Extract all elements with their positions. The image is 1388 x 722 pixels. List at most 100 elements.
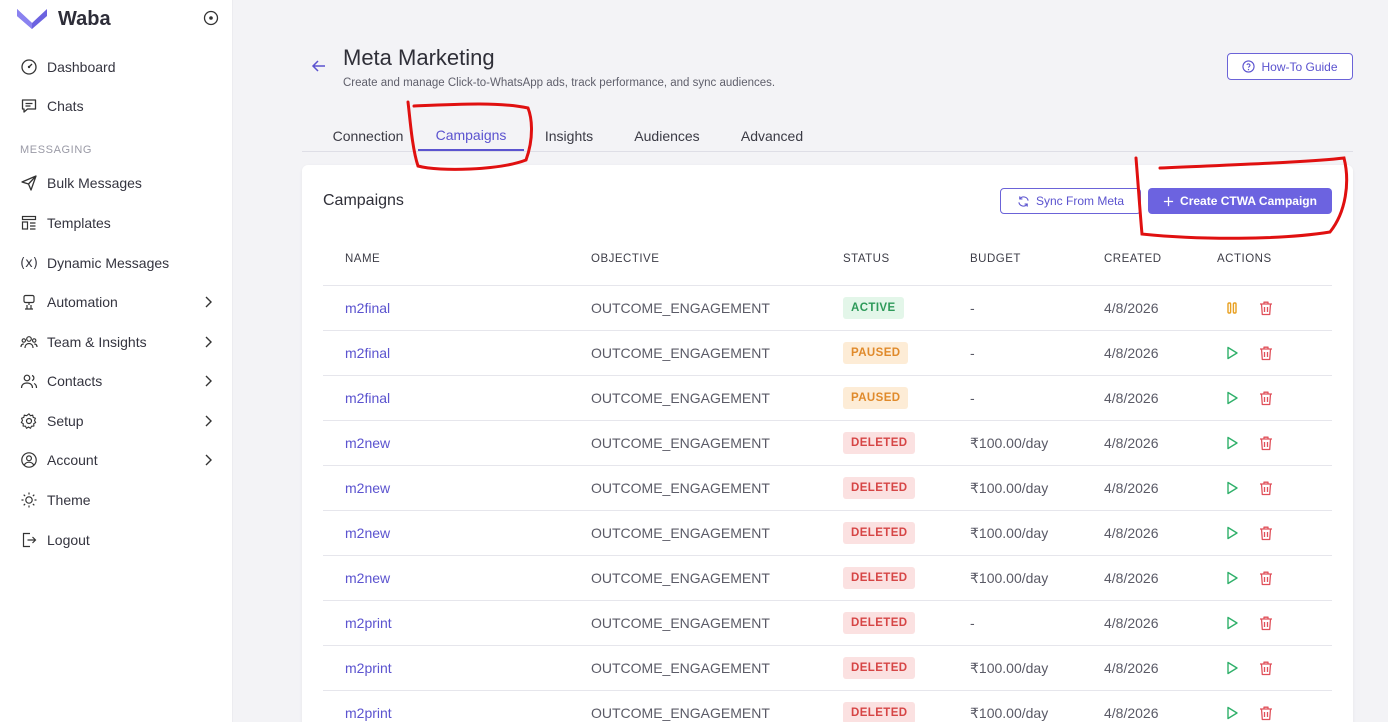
sidebar-item-label: Automation	[47, 294, 118, 310]
sidebar-item-automation[interactable]: Automation	[20, 290, 215, 314]
tab-campaigns[interactable]: Campaigns	[418, 121, 524, 151]
trash-icon[interactable]	[1257, 659, 1275, 677]
page-title: Meta Marketing	[343, 45, 495, 70]
play-icon[interactable]	[1223, 614, 1241, 632]
campaign-objective: OUTCOME_ENGAGEMENT	[591, 300, 770, 316]
tab-audiences[interactable]: Audiences	[634, 128, 700, 144]
campaign-name-link[interactable]: m2print	[345, 705, 392, 721]
gear-icon	[20, 412, 38, 430]
campaign-created-date: 4/8/2026	[1104, 345, 1159, 361]
pause-icon[interactable]	[1223, 299, 1241, 317]
campaign-budget: ₹100.00/day	[970, 525, 1049, 541]
status-badge: DELETED	[843, 612, 916, 634]
sidebar-item-label: Templates	[47, 215, 111, 231]
trash-icon[interactable]	[1257, 389, 1275, 407]
tab-connection[interactable]: Connection	[332, 128, 404, 144]
sidebar-item-theme[interactable]: Theme	[20, 488, 215, 512]
campaign-name-link[interactable]: m2final	[345, 390, 391, 406]
sidebar-item-team-insights[interactable]: Team & Insights	[20, 330, 215, 354]
sidebar-item-chats[interactable]: Chats	[20, 94, 215, 118]
sidebar-item-label: Team & Insights	[47, 334, 147, 350]
sidebar-item-label: Chats	[47, 98, 84, 114]
trash-icon[interactable]	[1257, 299, 1275, 317]
column-header-objective: OBJECTIVE	[591, 253, 660, 265]
sidebar-item-bulk-messages[interactable]: Bulk Messages	[20, 171, 215, 195]
back-arrow-icon[interactable]	[310, 57, 328, 75]
tab-bar: Connection Campaigns Insights Audiences …	[302, 121, 1353, 152]
campaign-budget: -	[970, 390, 975, 406]
campaign-name-link[interactable]: m2new	[345, 435, 391, 451]
table-row: m2new OUTCOME_ENGAGEMENT DELETED ₹100.00/da…	[323, 466, 1332, 511]
how-to-guide-button[interactable]: How-To Guide	[1227, 53, 1353, 80]
status-badge: DELETED	[843, 477, 916, 499]
sidebar: Waba Dashboard Chats MESSAGING Bulk Mess…	[0, 0, 233, 722]
campaign-name-link[interactable]: m2new	[345, 480, 391, 496]
play-icon[interactable]	[1223, 389, 1241, 407]
campaign-name-link[interactable]: m2new	[345, 525, 391, 541]
automation-icon	[20, 293, 38, 311]
create-ctwa-campaign-button[interactable]: Create CTWA Campaign	[1148, 188, 1332, 214]
sidebar-item-dashboard[interactable]: Dashboard	[20, 55, 215, 79]
play-icon[interactable]	[1223, 479, 1241, 497]
logout-icon	[20, 531, 38, 549]
sync-from-meta-button[interactable]: Sync From Meta	[1000, 188, 1141, 214]
play-icon[interactable]	[1223, 434, 1241, 452]
campaigns-table: NAME OBJECTIVE STATUS BUDGET CREATED ACT…	[323, 236, 1332, 722]
play-icon[interactable]	[1223, 704, 1241, 722]
sidebar-item-templates[interactable]: Templates	[20, 211, 215, 235]
campaign-created-date: 4/8/2026	[1104, 615, 1159, 631]
play-icon[interactable]	[1223, 569, 1241, 587]
refresh-icon	[1018, 195, 1029, 207]
play-icon[interactable]	[1223, 659, 1241, 677]
table-row: m2final OUTCOME_ENGAGEMENT ACTIVE - 4/8/2026	[323, 286, 1332, 331]
template-icon	[20, 214, 38, 232]
trash-icon[interactable]	[1257, 479, 1275, 497]
campaign-name-link[interactable]: m2final	[345, 345, 391, 361]
sidebar-item-setup[interactable]: Setup	[20, 409, 215, 433]
chevron-right-icon	[205, 375, 212, 387]
sidebar-section-messaging: MESSAGING	[20, 144, 93, 156]
chevron-right-icon	[205, 415, 212, 427]
campaign-name-link[interactable]: m2print	[345, 615, 392, 631]
trash-icon[interactable]	[1257, 569, 1275, 587]
table-row: m2final OUTCOME_ENGAGEMENT PAUSED - 4/8/2026	[323, 376, 1332, 421]
status-badge: PAUSED	[843, 387, 909, 409]
campaign-objective: OUTCOME_ENGAGEMENT	[591, 480, 770, 496]
sidebar-item-contacts[interactable]: Contacts	[20, 369, 215, 393]
sidebar-item-label: Dynamic Messages	[47, 255, 170, 271]
campaign-budget: ₹100.00/day	[970, 660, 1049, 676]
sidebar-toggle-icon[interactable]	[203, 10, 219, 26]
campaign-created-date: 4/8/2026	[1104, 480, 1159, 496]
brand[interactable]: Waba	[16, 6, 221, 32]
trash-icon[interactable]	[1257, 344, 1275, 362]
trash-icon[interactable]	[1257, 524, 1275, 542]
sidebar-item-logout[interactable]: Logout	[20, 528, 215, 552]
table-body: m2final OUTCOME_ENGAGEMENT ACTIVE - 4/8/2026…	[323, 286, 1332, 722]
plus-icon	[1163, 196, 1174, 206]
play-icon[interactable]	[1223, 344, 1241, 362]
play-icon[interactable]	[1223, 524, 1241, 542]
column-header-budget: BUDGET	[970, 253, 1021, 265]
sidebar-item-account[interactable]: Account	[20, 448, 215, 472]
campaign-name-link[interactable]: m2print	[345, 660, 392, 676]
tab-advanced[interactable]: Advanced	[740, 128, 804, 144]
campaign-created-date: 4/8/2026	[1104, 390, 1159, 406]
status-badge: DELETED	[843, 432, 916, 454]
campaign-created-date: 4/8/2026	[1104, 660, 1159, 676]
campaign-name-link[interactable]: m2new	[345, 570, 391, 586]
sidebar-item-label: Contacts	[47, 373, 103, 389]
tab-insights[interactable]: Insights	[544, 128, 594, 144]
trash-icon[interactable]	[1257, 614, 1275, 632]
sidebar-item-dynamic-messages[interactable]: (x) Dynamic Messages	[20, 251, 215, 275]
campaign-objective: OUTCOME_ENGAGEMENT	[591, 390, 770, 406]
table-header: NAME OBJECTIVE STATUS BUDGET CREATED ACT…	[323, 236, 1332, 286]
trash-icon[interactable]	[1257, 434, 1275, 452]
campaign-objective: OUTCOME_ENGAGEMENT	[591, 615, 770, 631]
column-header-name: NAME	[345, 253, 381, 265]
campaign-created-date: 4/8/2026	[1104, 435, 1159, 451]
campaign-name-link[interactable]: m2final	[345, 300, 391, 316]
campaign-budget: ₹100.00/day	[970, 705, 1049, 721]
trash-icon[interactable]	[1257, 704, 1275, 722]
column-header-status: STATUS	[843, 253, 890, 265]
